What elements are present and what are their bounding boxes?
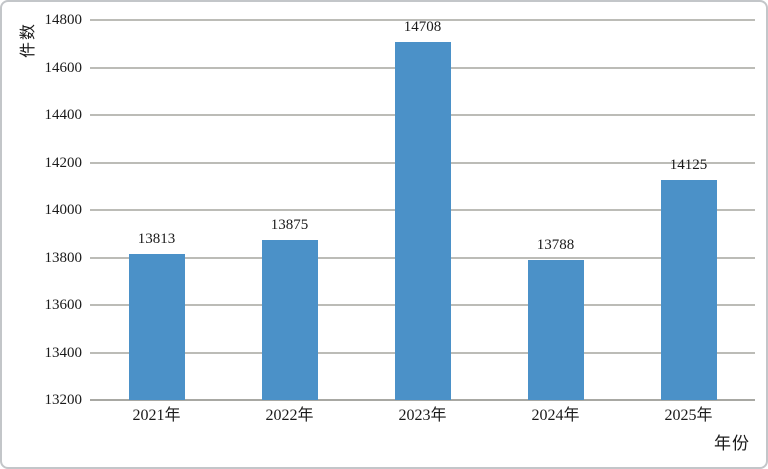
x-axis-category-label: 2024年 <box>531 407 580 424</box>
y-axis-tick-label: 14400 <box>44 107 83 123</box>
y-axis-tick-label: 14200 <box>44 154 83 171</box>
y-axis-tick-label: 14800 <box>44 12 83 28</box>
y-axis-tick-label: 13200 <box>44 392 83 408</box>
y-axis-tick-label: 13800 <box>44 249 83 266</box>
gridline <box>90 399 755 401</box>
gridline <box>90 19 755 21</box>
x-axis-category-label: 2021年 <box>132 407 181 424</box>
x-axis-category-label: 2023年 <box>398 407 447 424</box>
bar-value-label: 14125 <box>669 157 708 174</box>
y-axis-tick-label: 13400 <box>44 344 83 361</box>
bar-value-label: 13813 <box>137 231 176 248</box>
x-axis-title: 年份 <box>714 434 750 453</box>
y-axis-tick-label: 14600 <box>44 59 83 76</box>
plot-area <box>90 19 755 401</box>
bar-value-label: 13788 <box>536 237 575 254</box>
y-axis-tick-label: 14000 <box>44 202 83 218</box>
x-axis-category-label: 2022年 <box>265 407 314 424</box>
bar-value-label: 13875 <box>270 216 309 233</box>
bar-2022年 <box>261 239 318 400</box>
bar-2025年 <box>660 180 717 400</box>
bar-2023年 <box>394 41 451 400</box>
bar-value-label: 14708 <box>403 18 442 35</box>
bar-2021年 <box>128 254 185 400</box>
y-axis-tick-label: 13600 <box>44 297 83 313</box>
bar-2024年 <box>527 260 584 400</box>
x-axis-category-label: 2025年 <box>664 407 713 424</box>
